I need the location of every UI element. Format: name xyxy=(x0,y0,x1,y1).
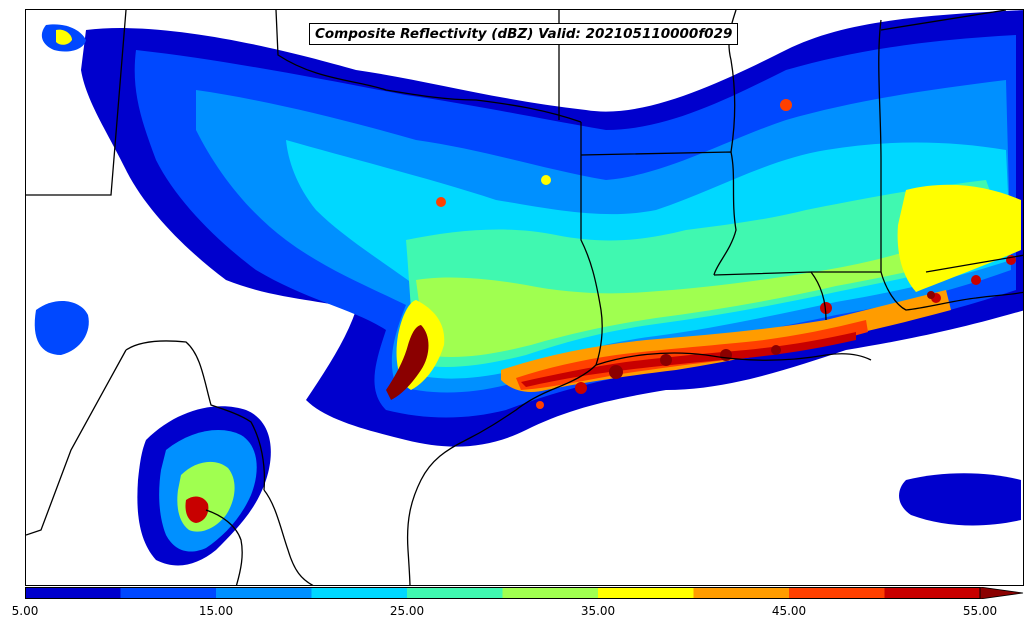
colorbar-bin xyxy=(598,587,694,599)
colorbar-extend-arrow xyxy=(979,587,1024,599)
colorbar-bin xyxy=(25,587,121,599)
colorbar-bin xyxy=(789,587,885,599)
boundaries xyxy=(26,10,1023,585)
colorbar-bin xyxy=(311,587,408,599)
colorbar-bin xyxy=(693,587,790,599)
colorbar-tick-label: 15.00 xyxy=(198,604,234,618)
radar-map: Composite Reflectivity (dBZ) Valid: 2021… xyxy=(25,9,1024,586)
colorbar-bin xyxy=(120,587,217,599)
colorbar-bin xyxy=(407,587,503,599)
colorbar-bin xyxy=(884,587,981,599)
colorbar-tick-label: 45.00 xyxy=(771,604,807,618)
map-title: Composite Reflectivity (dBZ) Valid: 2021… xyxy=(309,23,739,45)
colorbar xyxy=(25,587,1024,599)
colorbar-tick-label: 35.00 xyxy=(580,604,616,618)
colorbar-bin xyxy=(216,587,312,599)
colorbar-bins xyxy=(25,587,1024,599)
colorbar-bin xyxy=(502,587,599,599)
colorbar-outline xyxy=(25,587,981,599)
colorbar-tick-label: 5.00 xyxy=(11,604,39,618)
colorbar-tick-label: 55.00 xyxy=(962,604,998,618)
colorbar-tick-label: 25.00 xyxy=(389,604,425,618)
reflectivity-field xyxy=(26,10,1023,585)
reflectivity-shading xyxy=(34,10,1023,566)
